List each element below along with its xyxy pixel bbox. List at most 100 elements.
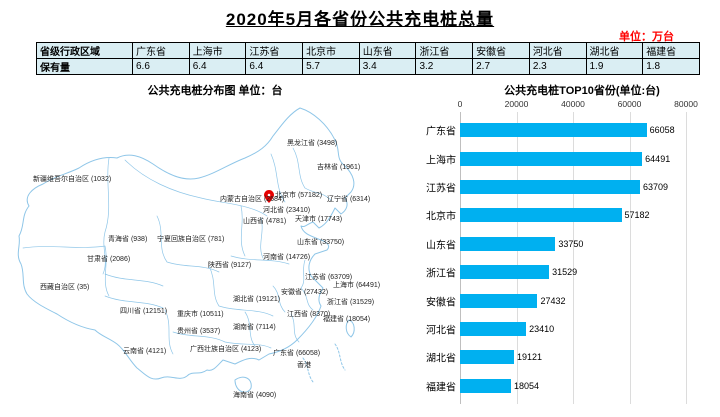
bar-category-label: 江苏省 [426,183,456,195]
bar-category-label: 北京市 [426,211,456,223]
hainan-island [234,376,252,393]
bar [460,151,643,166]
table-header-cell: 福建省 [642,42,700,59]
map-province-label: 北京市 (57182) [275,192,323,199]
table-header-row: 省级行政区域 广东省 上海市 江苏省 北京市 山东省 浙江省 安徽省 河北省 湖北省 福建省 [36,42,700,59]
table-corner-cell: 省级行政区域 [36,42,133,59]
table-value-cell: 6.6 [132,58,190,75]
bar [460,378,511,393]
bar-row: 福建省 18054 [418,372,718,400]
map-province-label: 广东省 (66058) [273,350,321,357]
map-province-label: 四川省 (12151) [120,308,168,315]
sea-dashes [302,343,346,383]
map-province-label: 陕西省 (9127) [208,262,252,269]
bar-value-label: 23410 [529,323,555,334]
unit-note: 单位：万台 [619,31,674,43]
bar-row: 河北省 23410 [418,315,718,343]
bar [460,293,538,308]
map-province-label: 云南省 (4121) [123,348,167,355]
page-title: 2020年5月各省份公共充电桩总量 [225,10,495,29]
chart-axis-tick: 0 [457,99,463,109]
table-value-row: 保有量 6.6 6.4 6.4 5.7 3.4 3.2 2.7 2.3 1.9 1.8 [36,58,700,75]
summary-table: 省级行政区域 广东省 上海市 江苏省 北京市 山东省 浙江省 安徽省 河北省 湖北省 福建省 保有… [36,42,700,75]
bar [460,208,622,223]
bar-row: 安徽省 27432 [418,286,718,314]
table-row-label: 保有量 [36,58,133,75]
map-title: 公共充电桩分布图 单位：台 [147,85,283,97]
map-province-label: 湖南省 (7114) [233,324,276,331]
map-province-label: 甘肃省 (2086) [87,256,131,263]
bar-category-label: 安徽省 [426,297,456,309]
map-province-label: 重庆市 (10511) [177,311,224,318]
map-province-label: 辽宁省 (6314) [327,196,371,203]
bar-category-label: 山东省 [426,240,456,252]
map-province-label: 吉林省 (1961) [317,164,361,171]
map-province-label: 广西壮族自治区 (4123) [190,346,262,353]
table-header-cell: 北京市 [302,42,360,59]
bar-category-label: 浙江省 [426,268,456,280]
map-province-label: 上海市 (64491) [333,282,381,289]
table-header-cell: 河北省 [528,42,587,59]
china-map-outline [17,107,355,393]
table-header-cell: 安徽省 [472,42,530,59]
chart-axis-tick: 40000 [561,99,585,109]
map-province-label: 海南省 (4090) [233,392,277,399]
bar-value-label: 31529 [552,267,578,278]
table-value-cell: 2.3 [528,58,587,75]
map-province-label: 西藏自治区 (35) [40,284,90,291]
map-province-label: 河南省 (14726) [263,254,311,261]
bar-row: 上海市 64491 [418,144,718,172]
bar-category-label: 上海市 [426,155,456,167]
chart-gridline [573,112,574,404]
bar-category-label: 河北省 [426,325,456,337]
bar-value-label: 18054 [514,380,540,391]
bar-value-label: 27432 [540,295,566,306]
bar [460,123,647,138]
bar-row: 山东省 33750 [418,230,718,258]
table-header-cell: 湖北省 [585,42,644,59]
chart-axis-tick: 20000 [504,99,529,109]
chart-axis-tick: 60000 [617,99,642,109]
map-province-label: 黑龙江省 (3498) [287,140,338,147]
bar-category-label: 湖北省 [426,353,456,365]
chart-gridline [629,112,631,404]
bar-value-label: 19121 [517,352,543,363]
taiwan-island [345,319,355,338]
table-value-cell: 1.8 [642,58,700,75]
map-province-label: 山西省 (4781) [243,218,287,225]
map-labels-layer: 黑龙江省 (3498) 吉林省 (1961) 新疆维吾尔自治区 (1032) 内蒙古自… [5,96,410,414]
bar-value-label: 33750 [558,238,584,249]
map-province-label: 山东省 (33750) [297,239,345,246]
bar-row: 湖北省 19121 [418,343,718,371]
table-value-cell: 3.2 [415,58,474,75]
chart-title: 公共充电桩TOP10省份(单位:台) [504,85,660,97]
bar-row: 广东省 66058 [418,116,718,144]
map-border [17,107,355,380]
table-value-cell: 6.4 [245,58,304,75]
map-province-label: 贵州省 (3537) [177,328,221,335]
map-province-label: 新疆维吾尔自治区 (1032) [33,176,112,183]
bar-value-label: 64491 [645,153,671,164]
table-header-cell: 浙江省 [415,42,474,59]
chart-gridline [516,112,518,404]
china-map: 黑龙江省 (3498) 吉林省 (1961) 新疆维吾尔自治区 (1032) 内蒙古自… [5,96,410,414]
map-province-label: 江西省 (8370) [287,311,331,318]
bar-row: 浙江省 31529 [418,258,718,286]
table-value-cell: 2.7 [472,58,530,75]
bar-category-label: 福建省 [426,382,456,394]
map-province-label: 内蒙古自治区 (2684) [220,196,285,203]
map-province-label: 江苏省 (63709) [305,274,353,281]
map-province-label: 天津市 (17743) [295,216,343,223]
map-province-label: 香港 [297,362,311,369]
table-value-cell: 6.4 [188,58,247,75]
bar [460,265,550,280]
map-province-label: 宁夏回族自治区 (781) [157,236,225,243]
table-value-cell: 5.7 [302,58,360,75]
bar-value-label: 63709 [642,181,668,192]
chart-gridline [686,112,687,404]
bar-category-label: 广东省 [426,126,456,138]
bar [460,350,515,365]
bar [460,179,640,194]
bar [460,321,527,336]
